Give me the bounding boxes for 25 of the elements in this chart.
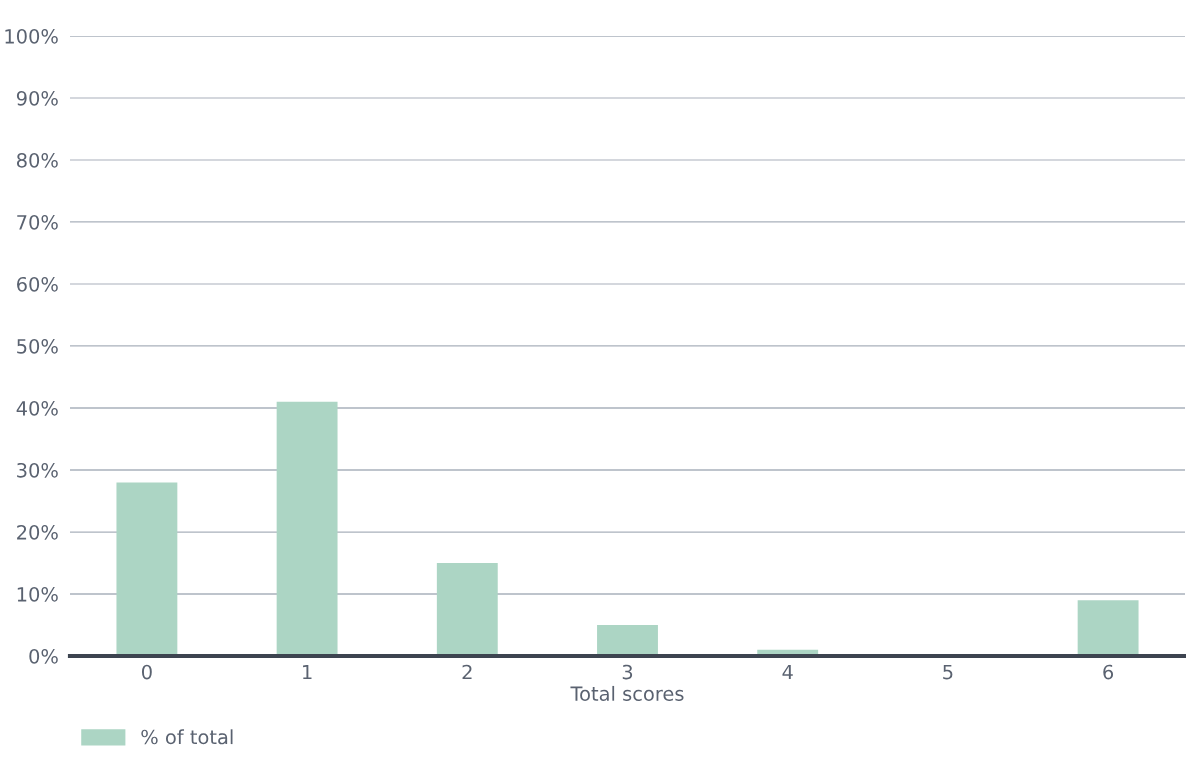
bar [116, 482, 178, 656]
legend-label: % of total [141, 729, 233, 745]
x-tick-label: 6 [1103, 664, 1114, 680]
x-tick-label: 0 [141, 664, 152, 680]
bar [276, 401, 338, 656]
x-tick-label: 3 [622, 664, 633, 680]
y-tick-label: 50% [17, 338, 58, 354]
bar [597, 625, 658, 656]
y-tick-label: 40% [16, 400, 58, 416]
y-tick-label: 0% [29, 648, 58, 664]
y-tick-label: 20% [17, 524, 58, 540]
x-tick-label: 1 [303, 664, 312, 680]
x-tick-label: 4 [782, 664, 793, 680]
y-tick-label: 90% [16, 90, 58, 106]
bar [1077, 600, 1139, 656]
y-tick-label: 80% [16, 152, 58, 168]
y-tick-label: 70% [17, 214, 58, 230]
y-tick-label: 60% [17, 276, 58, 292]
x-axis-title: Total scores [570, 685, 684, 701]
x-tick-label: 2 [462, 664, 472, 680]
y-tick-label: 100% [5, 28, 58, 44]
x-tick-label: 5 [943, 664, 953, 680]
y-tick-label: 10% [17, 586, 58, 602]
bar [436, 563, 498, 656]
y-tick-label: 30% [17, 462, 58, 478]
